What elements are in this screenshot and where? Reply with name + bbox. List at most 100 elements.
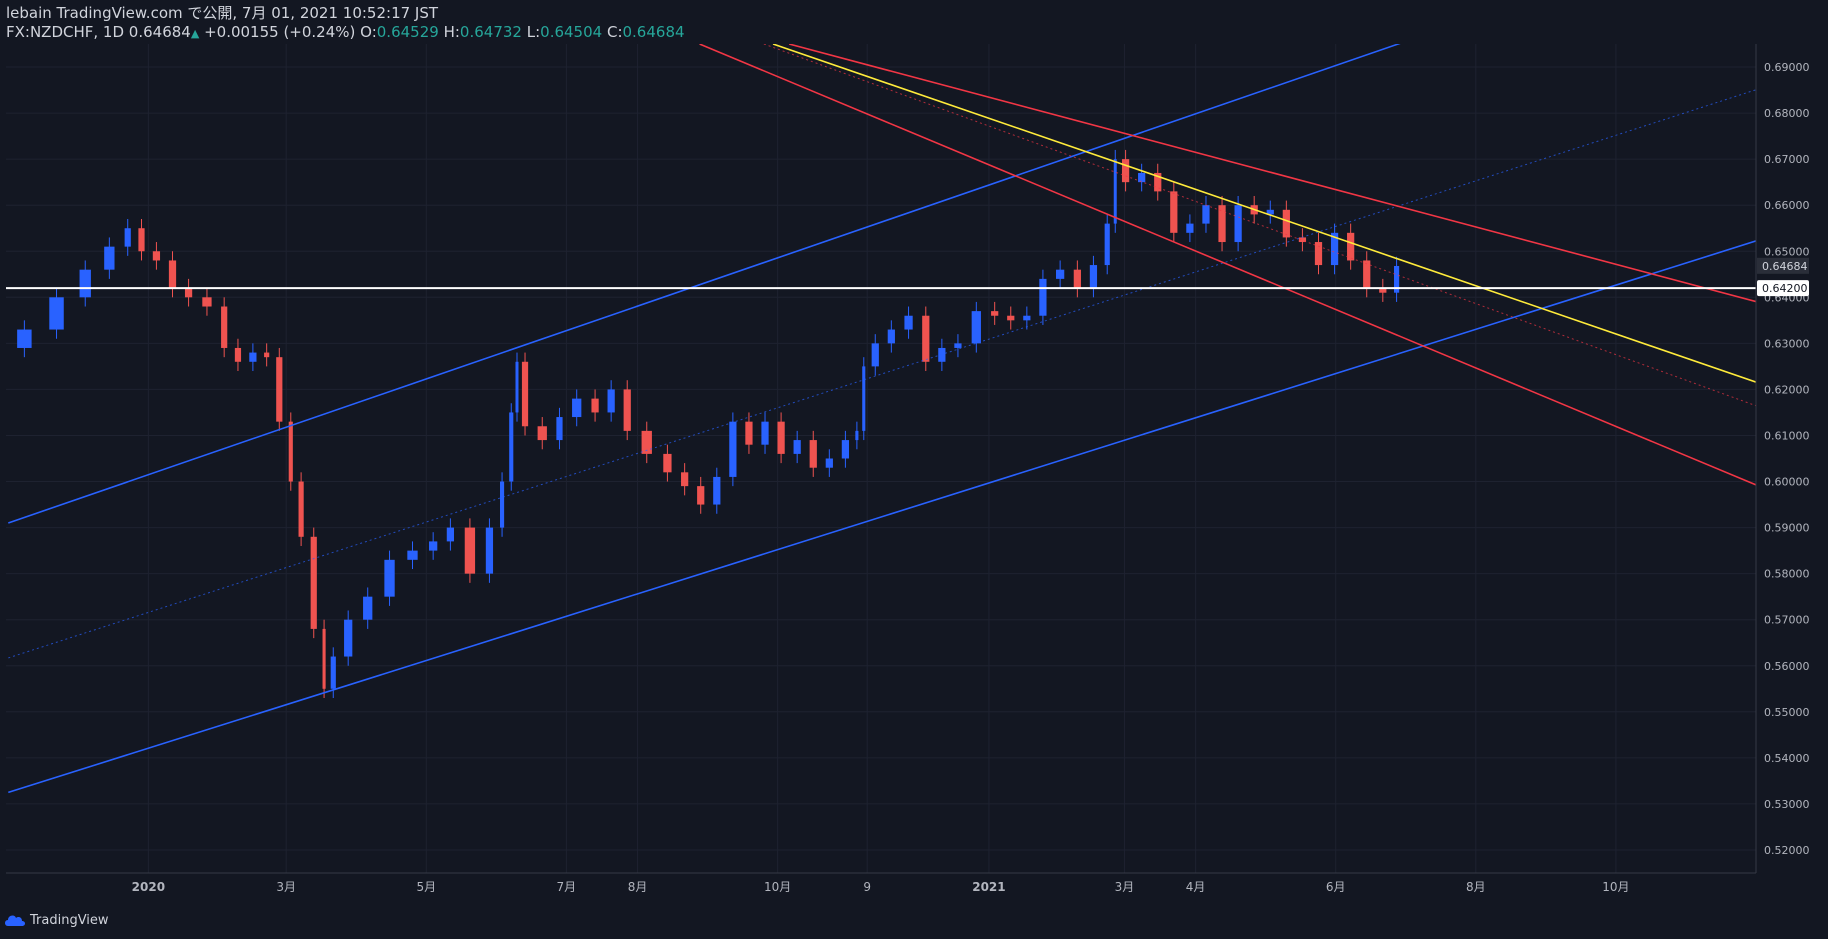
level-price-tag-bg	[1757, 280, 1809, 297]
candle-body	[793, 440, 801, 454]
candle-body	[1039, 278, 1047, 316]
y-tick-label: 0.58000	[1764, 568, 1810, 581]
time-axis[interactable]: 2020 3月 5月 7月 8月 10月 9 2021 3月 4月 6月 8月 10月	[132, 880, 1630, 894]
open-label: O:	[360, 23, 377, 41]
candle-body	[1154, 172, 1162, 192]
x-tick-label: 10月	[764, 880, 791, 894]
price-axis[interactable]: 0.690000.680000.670000.660000.650000.640…	[1757, 61, 1810, 857]
candle-body	[623, 389, 631, 431]
candle-body	[871, 343, 879, 367]
candle-body	[1007, 315, 1015, 321]
y-tick-label: 0.59000	[1764, 522, 1810, 535]
y-tick-label: 0.52000	[1764, 844, 1810, 857]
candle-body	[729, 421, 737, 477]
tradingview-logo[interactable]: TradingView	[4, 910, 109, 930]
x-tick-label: 5月	[416, 880, 436, 894]
candle-body	[1266, 209, 1274, 215]
candle-body	[521, 361, 529, 427]
candle-body	[168, 260, 177, 289]
candle-body	[184, 288, 193, 298]
cloud-logo-icon	[5, 915, 25, 926]
x-tick-label: 3月	[1115, 880, 1135, 894]
publish-line: lebain TradingView.com で公開, 7月 01, 2021 …	[6, 4, 439, 22]
trendline-blue-lower	[8, 240, 1756, 794]
candle-body	[1073, 269, 1081, 289]
chart-header: lebain TradingView.com で公開, 7月 01, 2021 …	[6, 4, 685, 43]
candle-body	[841, 440, 850, 459]
candle-body	[104, 246, 115, 270]
candle-body	[991, 311, 999, 316]
close-value: 0.64684	[622, 23, 685, 41]
x-tick-label: 9	[863, 880, 871, 894]
candle-body	[322, 628, 326, 689]
y-tick-label: 0.60000	[1764, 476, 1810, 489]
low-label: L:	[526, 23, 541, 41]
candle-body	[1234, 205, 1242, 243]
candle-body	[276, 357, 283, 422]
candle-body	[1023, 315, 1031, 321]
candle-body	[298, 481, 304, 537]
candle-body	[446, 527, 455, 542]
candle-body	[855, 430, 859, 441]
brand-label: TradingView	[30, 912, 109, 928]
candle-body	[429, 541, 438, 551]
candle-body	[904, 315, 913, 330]
plot-area[interactable]	[6, 0, 1756, 794]
candle-body	[1298, 237, 1307, 243]
candle-body	[697, 486, 705, 505]
x-tick-label: 2021	[972, 880, 1005, 894]
candle-body	[713, 476, 721, 505]
candle-body	[1089, 265, 1098, 289]
candle-body	[464, 527, 476, 574]
candle-body	[1121, 159, 1130, 183]
candle-body	[825, 458, 833, 468]
symbol-label: FX:NZDCHF, 1D	[6, 23, 125, 41]
candle-body	[234, 347, 242, 362]
candle-body	[49, 297, 64, 330]
candle-body	[407, 550, 418, 560]
x-tick-label: 7月	[557, 880, 577, 894]
x-tick-label: 8月	[1466, 880, 1486, 894]
change-value: +0.00155 (+0.24%)	[204, 23, 356, 41]
candle-body	[887, 329, 895, 344]
candle-body	[537, 426, 547, 441]
y-tick-label: 0.55000	[1764, 706, 1810, 719]
x-tick-label: 10月	[1602, 880, 1629, 894]
trendlines[interactable]	[6, 0, 1756, 794]
candle-body	[607, 389, 615, 413]
candle-body	[971, 311, 981, 344]
candle-body	[777, 421, 785, 454]
y-tick-label: 0.56000	[1764, 660, 1810, 673]
candle-body	[1282, 209, 1290, 238]
close-label: C:	[606, 23, 623, 41]
x-tick-label: 3月	[276, 880, 296, 894]
y-tick-label: 0.69000	[1764, 61, 1810, 74]
y-tick-label: 0.65000	[1764, 245, 1810, 258]
candles	[17, 149, 1400, 698]
last-price-tag-bg	[1757, 257, 1809, 274]
candle-body	[1330, 232, 1339, 266]
y-tick-label: 0.61000	[1764, 429, 1810, 442]
candle-body	[17, 329, 32, 348]
trendline-blue-upper	[8, 44, 1401, 524]
low-value: 0.64504	[540, 23, 603, 41]
candle-body	[745, 421, 753, 445]
candle-body	[1170, 191, 1178, 233]
candle-body	[499, 481, 505, 528]
candle-body	[591, 398, 599, 413]
trendline-red-lower	[699, 44, 1756, 486]
y-tick-label: 0.54000	[1764, 752, 1810, 765]
candle-body	[249, 352, 257, 362]
candle-body	[310, 536, 317, 629]
y-tick-label: 0.62000	[1764, 383, 1810, 396]
x-tick-label: 6月	[1326, 880, 1346, 894]
candle-body	[572, 398, 582, 418]
last-price-tag: 0.64684	[1762, 260, 1808, 273]
candle-body	[202, 297, 212, 307]
high-label: H:	[443, 23, 460, 41]
candle-body	[922, 315, 930, 362]
y-tick-label: 0.63000	[1764, 337, 1810, 350]
trendline-red-upper	[788, 44, 1756, 303]
candle-body	[641, 430, 652, 454]
